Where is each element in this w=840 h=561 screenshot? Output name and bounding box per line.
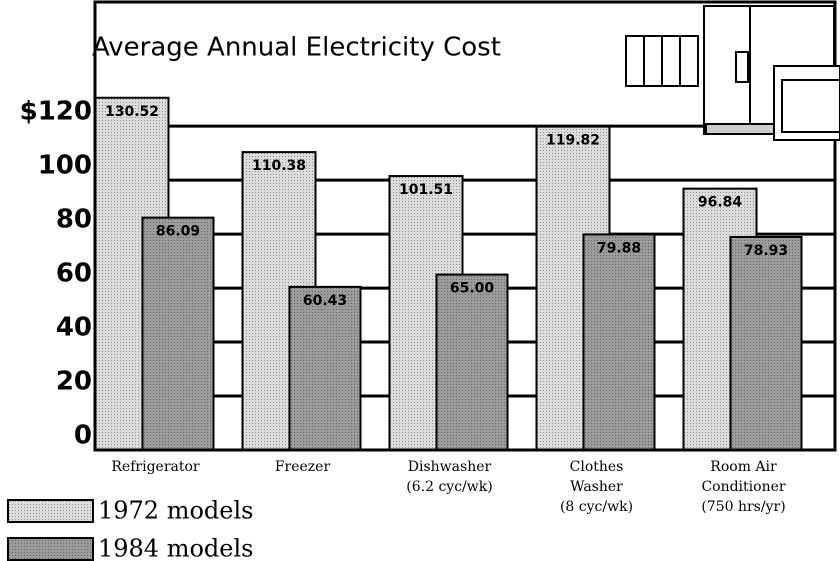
chart-title: Average Annual Electricity Cost [92,33,501,63]
x-tick-label: Dishwasher [408,459,492,475]
value-label: 78.93 [744,243,788,259]
legend-label: 1972 models [98,497,253,525]
bar-texture [731,237,802,450]
legend-label: 1984 models [98,535,253,561]
x-tick-label: Washer [570,479,623,495]
value-label: 96.84 [698,195,743,211]
value-label: 79.88 [597,240,641,256]
bar-texture [437,275,508,450]
value-label: 101.51 [399,182,453,198]
y-tick-label: 20 [56,367,92,397]
value-label: 60.43 [303,293,347,309]
bar-texture [290,287,361,450]
appliance-illustration [626,6,840,140]
y-tick-label: 60 [56,259,92,289]
x-tick-label: Conditioner [701,479,785,495]
x-tick-label: Freezer [275,459,331,475]
y-tick-label: 40 [56,313,92,343]
legend-swatch-texture [8,538,93,560]
bar-texture [143,218,214,450]
bar-texture [584,234,655,450]
y-tick-label: 100 [38,151,92,181]
value-label: 65.00 [450,281,495,297]
x-tick-label: (8 cyc/wk) [560,499,633,515]
y-tick-label: 80 [56,205,92,235]
value-label: 130.52 [105,104,159,120]
value-label: 110.38 [252,158,306,174]
value-label: 119.82 [546,133,600,149]
legend-swatch-texture [8,500,93,522]
x-tick-label: Room Air [710,459,777,475]
chart: 130.52 86.09 110.38 60.43 101.51 65.00 119.82 7… [0,0,840,561]
x-tick-label: (6.2 cyc/wk) [406,479,492,495]
y-tick-label: 0 [74,421,92,451]
x-tick-label: Refrigerator [111,459,200,475]
x-tick-label: (750 hrs/yr) [701,499,785,515]
x-tick-label: Clothes [570,459,624,475]
value-label: 86.09 [156,224,200,240]
y-tick-label: $120 [20,97,92,127]
